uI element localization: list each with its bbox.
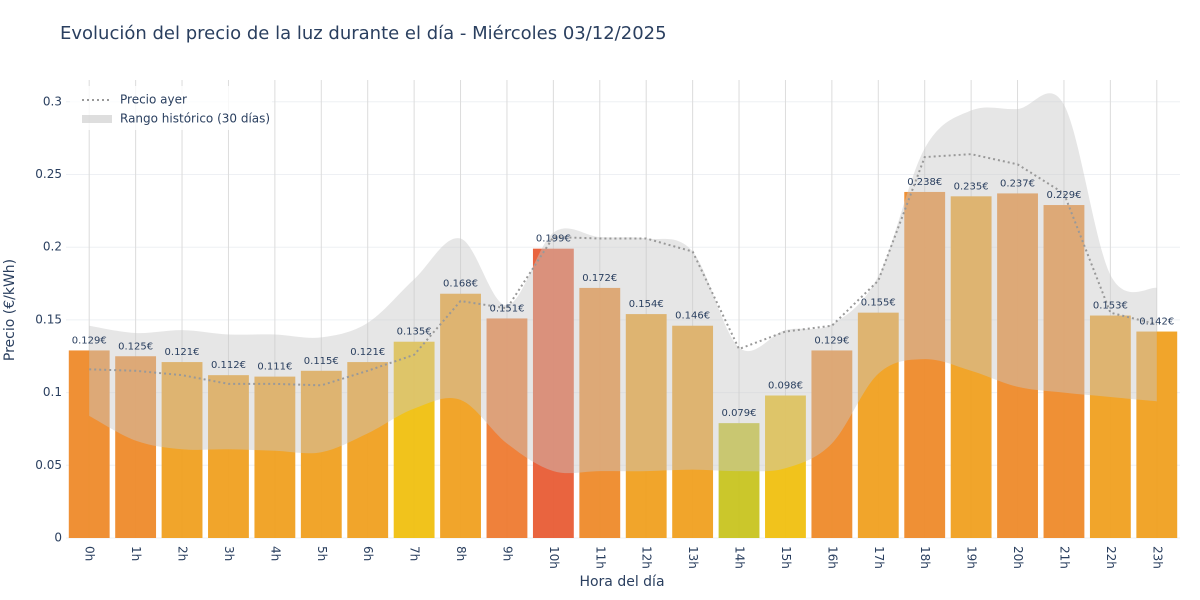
x-tick-label: 4h bbox=[268, 546, 282, 561]
value-label: 0.235€ bbox=[954, 181, 989, 192]
legend-range-swatch bbox=[82, 115, 112, 123]
x-tick-label: 16h bbox=[825, 546, 839, 569]
x-tick-label: 5h bbox=[315, 546, 329, 561]
bar bbox=[718, 423, 760, 538]
bar bbox=[440, 293, 481, 538]
bar bbox=[672, 325, 714, 538]
bar bbox=[765, 395, 806, 538]
x-tick-label: 23h bbox=[1150, 546, 1164, 569]
value-label: 0.168€ bbox=[443, 279, 478, 290]
bar bbox=[1089, 315, 1131, 538]
value-label: 0.135€ bbox=[397, 327, 432, 338]
bar bbox=[486, 318, 528, 538]
bar bbox=[347, 362, 389, 538]
y-axis-title: Precio (€/kWh) bbox=[2, 259, 18, 361]
x-tick-label: 18h bbox=[918, 546, 932, 569]
value-label: 0.146€ bbox=[675, 311, 710, 322]
value-label: 0.098€ bbox=[768, 381, 803, 392]
value-label: 0.112€ bbox=[211, 360, 246, 371]
y-tick-label: 0.3 bbox=[43, 94, 62, 108]
bar bbox=[68, 350, 110, 538]
x-tick-label: 3h bbox=[222, 546, 236, 561]
chart-title: Evolución del precio de la luz durante e… bbox=[60, 23, 667, 44]
y-tick-label: 0 bbox=[54, 531, 62, 545]
bar bbox=[1043, 205, 1085, 539]
value-label: 0.151€ bbox=[489, 303, 524, 314]
y-tick-label: 0.15 bbox=[35, 312, 62, 326]
value-label: 0.121€ bbox=[350, 347, 385, 358]
y-tick-label: 0.1 bbox=[43, 385, 62, 399]
bar bbox=[857, 312, 899, 538]
x-tick-label: 21h bbox=[1057, 546, 1071, 569]
bar bbox=[811, 350, 853, 538]
bar bbox=[904, 191, 946, 538]
x-tick-label: 6h bbox=[361, 546, 375, 561]
value-label: 0.129€ bbox=[72, 335, 107, 346]
value-label: 0.154€ bbox=[629, 299, 664, 310]
x-tick-label: 2h bbox=[176, 546, 190, 561]
value-label: 0.121€ bbox=[165, 347, 200, 358]
x-tick-label: 13h bbox=[686, 546, 700, 569]
x-tick-label: 9h bbox=[500, 546, 514, 561]
value-label: 0.079€ bbox=[722, 408, 757, 419]
legend-label: Rango histórico (30 días) bbox=[120, 112, 270, 126]
x-axis-title: Hora del día bbox=[579, 574, 664, 590]
bar bbox=[1136, 331, 1178, 538]
x-tick-label: 19h bbox=[965, 546, 979, 569]
value-label: 0.238€ bbox=[907, 177, 942, 188]
value-label: 0.142€ bbox=[1139, 317, 1174, 328]
x-tick-label: 10h bbox=[547, 546, 561, 569]
value-label: 0.115€ bbox=[304, 356, 339, 367]
x-tick-label: 15h bbox=[779, 546, 793, 569]
bar bbox=[161, 362, 203, 538]
x-tick-label: 11h bbox=[593, 546, 607, 569]
bar bbox=[579, 287, 621, 538]
value-label: 0.111€ bbox=[257, 362, 292, 373]
y-tick-label: 0.2 bbox=[43, 240, 62, 254]
value-label: 0.229€ bbox=[1046, 190, 1081, 201]
bar bbox=[532, 248, 574, 538]
bar bbox=[115, 356, 157, 538]
x-tick-label: 7h bbox=[408, 546, 422, 561]
yesterday-line bbox=[89, 153, 1158, 387]
x-tick-label: 17h bbox=[872, 546, 886, 569]
legend: Precio ayer Rango histórico (30 días) bbox=[70, 86, 272, 130]
bar bbox=[950, 196, 992, 539]
x-tick-label: 12h bbox=[640, 546, 654, 569]
x-tick-label: 14h bbox=[733, 546, 747, 569]
bar bbox=[208, 375, 249, 538]
bar bbox=[393, 341, 435, 538]
x-tick-label: 0h bbox=[83, 546, 97, 561]
value-label: 0.237€ bbox=[1000, 178, 1035, 189]
value-label: 0.125€ bbox=[118, 341, 153, 352]
value-label: 0.129€ bbox=[814, 335, 849, 346]
bar bbox=[300, 370, 342, 538]
value-label: 0.172€ bbox=[582, 273, 617, 284]
y-tick-label: 0.25 bbox=[35, 167, 62, 181]
value-label: 0.199€ bbox=[536, 234, 571, 245]
legend-label: Precio ayer bbox=[120, 93, 187, 107]
y-tick-label: 0.05 bbox=[35, 458, 62, 472]
value-label: 0.155€ bbox=[861, 298, 896, 309]
bar bbox=[625, 314, 667, 538]
x-tick-label: 22h bbox=[1104, 546, 1118, 569]
bar bbox=[254, 376, 296, 538]
historic-range bbox=[89, 93, 1157, 474]
x-tick-label: 20h bbox=[1011, 546, 1025, 569]
bar bbox=[997, 193, 1038, 538]
x-tick-label: 1h bbox=[129, 546, 143, 561]
x-tick-label: 8h bbox=[454, 546, 468, 561]
value-label: 0.153€ bbox=[1093, 301, 1128, 312]
